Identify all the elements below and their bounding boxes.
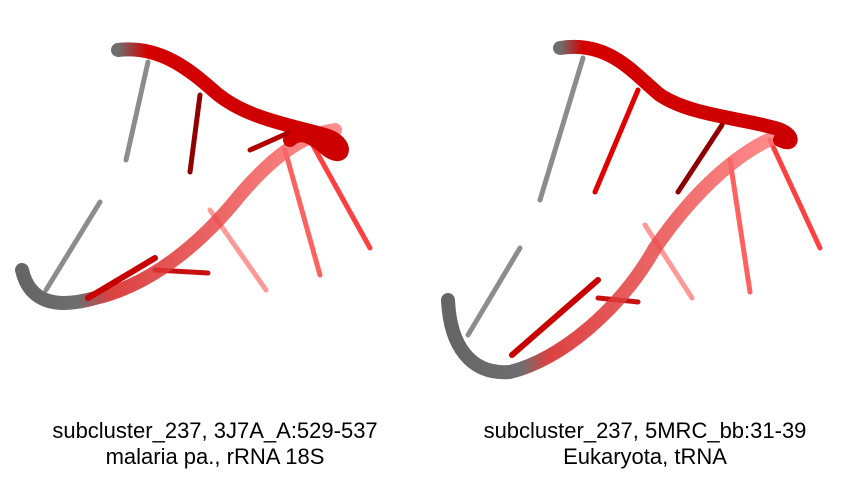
base-sticks-upper — [187, 92, 291, 175]
backbone-strand-lower — [441, 128, 787, 380]
rna-structure-render-right — [441, 39, 823, 380]
caption-line-2: malaria pa., rRNA 18S — [105, 444, 325, 469]
panel-caption-right: subcluster_237, 5MRC_bb:31-39 Eukaryota,… — [430, 418, 860, 470]
base-sticks-front-lower — [509, 277, 601, 358]
structure-panel-left: subcluster_237, 3J7A_A:529-537 malaria p… — [0, 42, 430, 470]
rna-structure-render-left — [15, 42, 373, 310]
caption-line-2: Eukaryota, tRNA — [563, 444, 727, 469]
base-sticks-upper — [592, 87, 725, 195]
backbone-strand-upper — [111, 42, 349, 161]
caption-line-1: subcluster_237, 5MRC_bb:31-39 — [483, 418, 807, 443]
backbone-strand-lower — [15, 123, 342, 310]
caption-line-1: subcluster_237, 3J7A_A:529-537 — [52, 418, 378, 443]
backbone-strand-upper — [553, 39, 798, 150]
base-sticks-front-lower — [85, 255, 158, 301]
structure-panel-right: subcluster_237, 5MRC_bb:31-39 Eukaryota,… — [430, 0, 860, 480]
base-sticks-gray — [43, 59, 151, 293]
base-sticks-gray — [465, 55, 586, 338]
panel-caption-left: subcluster_237, 3J7A_A:529-537 malaria p… — [0, 418, 430, 470]
